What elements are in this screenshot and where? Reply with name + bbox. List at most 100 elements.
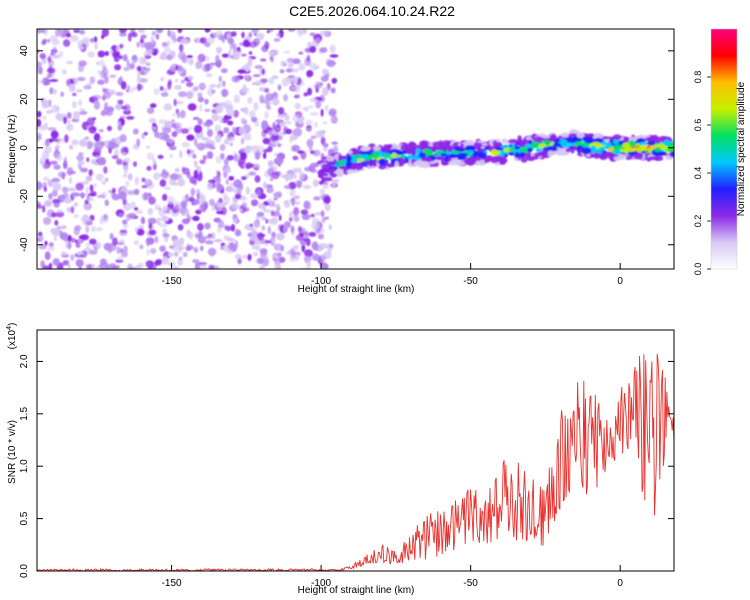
noise-blob: [165, 54, 173, 61]
noise-blob: [160, 76, 165, 82]
spectrogram-y-axis-label: Frequency (Hz): [7, 115, 18, 184]
signal-blob: [626, 147, 636, 152]
noise-blob: [175, 122, 183, 130]
noise-blob: [307, 87, 313, 96]
noise-blob: [72, 92, 77, 97]
noise-blob: [179, 110, 186, 119]
signal-blob: [531, 141, 540, 148]
noise-blob: [103, 166, 108, 174]
noise-blob: [74, 214, 79, 219]
noise-blob: [76, 89, 83, 93]
noise-blob: [253, 219, 261, 228]
noise-blob: [234, 229, 242, 237]
noise-blob: [273, 191, 282, 198]
noise-blob: [84, 136, 90, 140]
signal-blob: [519, 149, 530, 153]
noise-blob: [250, 193, 259, 199]
noise-blob: [241, 202, 248, 209]
noise-blob: [83, 85, 92, 90]
noise-blob: [282, 225, 288, 234]
noise-blob: [167, 196, 175, 205]
noise-blob: [310, 213, 316, 218]
noise-blob: [271, 75, 279, 80]
snr-y-axis: 0.0 0.5 1.0 1.5 2.0: [19, 354, 674, 578]
noise-blob: [78, 266, 82, 269]
spectrogram-x-tick-label: -100: [311, 276, 331, 287]
noise-blob: [134, 227, 138, 233]
noise-blob: [324, 216, 329, 220]
noise-blob: [37, 234, 44, 243]
noise-blob: [37, 66, 43, 75]
noise-blob: [79, 110, 88, 115]
signal-blob: [363, 161, 373, 166]
noise-blob: [306, 127, 312, 132]
noise-blob: [38, 244, 47, 250]
noise-blob: [208, 264, 215, 269]
snr-y-multiplier: (x104): [6, 323, 18, 350]
noise-blob: [182, 167, 190, 175]
noise-blob: [264, 240, 273, 244]
noise-blob: [176, 112, 181, 119]
noise-blob: [262, 205, 267, 213]
noise-blob: [292, 58, 301, 65]
signal-blob: [602, 152, 614, 156]
noise-blob: [259, 265, 265, 269]
spectrogram-x-axis-label: Height of straight line (km): [298, 284, 415, 295]
noise-blob: [193, 86, 199, 91]
noise-blob: [293, 215, 300, 222]
noise-blob: [227, 37, 235, 45]
noise-blob: [267, 105, 271, 111]
noise-blob: [192, 116, 200, 121]
signal-blob: [373, 145, 381, 151]
noise-blob: [314, 121, 318, 128]
noise-blob: [67, 187, 77, 192]
noise-blob: [265, 219, 269, 224]
noise-blob: [65, 123, 74, 131]
noise-blob: [144, 179, 153, 187]
noise-blob: [115, 241, 125, 246]
noise-blob: [178, 237, 185, 244]
signal-blob: [467, 139, 475, 146]
noise-blob: [163, 186, 172, 191]
noise-blob: [273, 157, 283, 165]
noise-blob: [306, 138, 314, 148]
noise-blob: [47, 127, 57, 132]
noise-blob: [213, 239, 223, 243]
noise-blob: [207, 233, 213, 237]
noise-blob: [251, 29, 259, 34]
noise-blob: [254, 175, 261, 183]
noise-blob: [55, 113, 64, 121]
noise-blob: [235, 187, 242, 195]
noise-blob: [262, 152, 267, 159]
spectrogram-x-axis: -150 -100 -50 0: [162, 263, 623, 287]
noise-blob: [193, 138, 198, 147]
noise-blob: [46, 67, 56, 74]
spectrogram-x-tick-label: 0: [617, 276, 623, 287]
noise-blob: [221, 88, 229, 97]
signal-blob: [337, 170, 343, 178]
noise-blob: [320, 136, 326, 146]
noise-blob: [331, 77, 338, 84]
noise-blob: [160, 215, 170, 222]
noise-blob: [224, 201, 229, 205]
noise-blob: [251, 228, 257, 236]
spectrogram-panel: -150 -100 -50 0 -40 -20 0 20 40 Height of strai…: [7, 28, 675, 295]
noise-blob: [79, 138, 87, 146]
noise-blob: [207, 87, 215, 97]
snr-x-tick-label: 0: [617, 578, 623, 589]
signal-blob: [518, 142, 525, 148]
noise-blob: [218, 75, 223, 82]
noise-blob: [136, 209, 143, 214]
colorbar-axis: 0.0 0.2 0.4 0.6 0.8: [693, 71, 711, 275]
noise-blob: [250, 199, 259, 207]
colorbar-tick-label: 0.8: [693, 71, 703, 84]
noise-blob: [293, 84, 301, 93]
noise-blob: [254, 80, 261, 87]
noise-blob: [193, 169, 199, 179]
noise-blob: [254, 64, 263, 70]
noise-blob: [224, 225, 233, 232]
snr-y-multiplier-exponent: 4: [6, 326, 13, 330]
noise-blob: [38, 80, 42, 84]
noise-blob: [162, 127, 172, 134]
noise-blob: [181, 207, 188, 213]
